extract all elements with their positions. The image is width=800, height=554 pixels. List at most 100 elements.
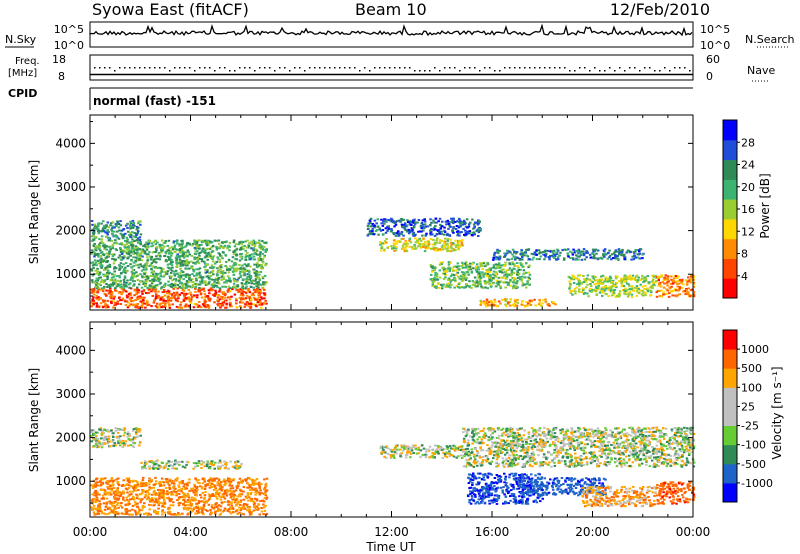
power-echo-cell: [505, 305, 508, 308]
power-echo-cell: [92, 234, 95, 237]
power-echo-cell: [635, 275, 638, 278]
velocity-echo-cell: [226, 479, 229, 482]
freq-dot: [159, 67, 161, 69]
power-echo-cell: [626, 277, 629, 280]
power-echo-cell: [164, 302, 167, 305]
power-echo-cell: [505, 298, 508, 301]
power-echo-cell: [466, 271, 470, 274]
power-echo-cell: [132, 226, 135, 229]
power-echo-cell: [605, 293, 608, 296]
power-echo-cell: [435, 286, 438, 288]
power-echo-cell: [563, 248, 567, 251]
power-echo-cell: [107, 284, 110, 287]
power-echo-cell: [655, 295, 659, 298]
power-echo-cell: [196, 260, 200, 263]
velocity-echo-cell: [222, 480, 225, 483]
velocity-echo-cell: [182, 485, 185, 488]
power-echo-cell: [178, 248, 182, 250]
power-echo-cell: [406, 242, 409, 245]
power-echo-cell: [431, 266, 434, 269]
power-echo-cell: [384, 220, 388, 223]
freq-dot: [194, 70, 196, 72]
power-echo-cell: [257, 286, 260, 289]
power-echo-cell: [210, 241, 214, 244]
velocity-echo-cell: [189, 507, 193, 510]
power-echo-cell: [253, 252, 256, 255]
power-echo-cell: [92, 266, 95, 269]
power-echo-cell: [172, 287, 175, 290]
velocity-echo-cell: [191, 509, 194, 512]
freq-dot: [214, 70, 216, 72]
power-echo-cell: [412, 231, 415, 234]
power-echo-cell: [486, 262, 490, 265]
velocity-echo-cell: [185, 494, 189, 497]
power-echo-cell: [504, 286, 507, 289]
power-echo-cell: [387, 227, 391, 230]
power-echo-cell: [144, 278, 148, 281]
power-echo-cell: [644, 292, 647, 295]
power-echo-cell: [161, 302, 165, 305]
power-echo-cell: [185, 259, 189, 262]
power-echo-cell: [126, 279, 129, 282]
power-echo-cell: [263, 274, 267, 277]
power-echo-cell: [182, 253, 185, 256]
power-echo-cell: [235, 248, 239, 251]
power-echo-cell: [93, 254, 97, 257]
power-echo-cell: [218, 288, 222, 291]
power-echo-cell: [456, 271, 459, 274]
velocity-echo-cell: [246, 492, 250, 495]
velocity-echo-cell: [112, 511, 116, 513]
power-echo-cell: [236, 285, 239, 288]
power-echo-cell: [591, 281, 594, 284]
power-echo-cell: [100, 240, 103, 243]
power-echo-cell: [682, 290, 685, 293]
power-echo-cell: [248, 256, 252, 258]
power-echo-cell: [113, 295, 116, 298]
power-echo-cell: [439, 248, 442, 251]
freq-dot: [264, 67, 266, 69]
power-echo-cell: [438, 276, 442, 279]
power-echo-cell: [138, 306, 141, 308]
power-echo-cell: [421, 243, 424, 246]
power-echo-cell: [212, 284, 216, 287]
power-echo-cell: [171, 266, 174, 269]
power-echo-cell: [407, 232, 411, 235]
power-echo-cell: [122, 233, 125, 236]
power-echo-cell: [461, 286, 464, 289]
power-echo-cell: [461, 263, 465, 266]
power-echo-cell: [227, 244, 230, 247]
velocity-echo-cell: [130, 493, 133, 496]
power-echo-cell: [113, 226, 116, 229]
power-echo-cell: [187, 261, 191, 264]
power-echo-cell: [140, 250, 144, 253]
power-echo-cell: [96, 259, 100, 262]
velocity-echo-cell: [184, 486, 187, 489]
power-echo-cell: [479, 299, 482, 302]
velocity-echo-cell: [209, 484, 212, 487]
power-echo-cell: [236, 279, 239, 281]
velocity-echo-cell: [133, 509, 137, 512]
power-echo-cell: [149, 286, 152, 289]
power-echo-cell: [214, 284, 218, 287]
velocity-echo-cell: [213, 479, 216, 482]
velocity-echo-cell: [263, 509, 267, 512]
power-echo-cell: [205, 242, 208, 245]
power-echo-cell: [244, 258, 247, 261]
power-echo-cell: [184, 274, 188, 277]
power-echo-cell: [484, 286, 487, 289]
power-echo-cell: [234, 286, 238, 289]
power-echo-cell: [494, 263, 498, 266]
power-echo-cell: [505, 281, 508, 284]
velocity-echo-cell: [194, 507, 198, 510]
power-echo-cell: [100, 238, 104, 241]
power-echo-cell: [505, 269, 508, 272]
power-echo-cell: [90, 220, 94, 222]
power-colorbar-segment: [723, 258, 737, 279]
power-echo-cell: [509, 251, 512, 254]
freq-dot: [199, 67, 201, 69]
power-echo-cell: [611, 282, 614, 285]
power-echo-cell: [256, 291, 259, 294]
power-echo-cell: [521, 265, 525, 268]
power-echo-cell: [217, 266, 221, 269]
power-echo-cell: [552, 249, 556, 252]
